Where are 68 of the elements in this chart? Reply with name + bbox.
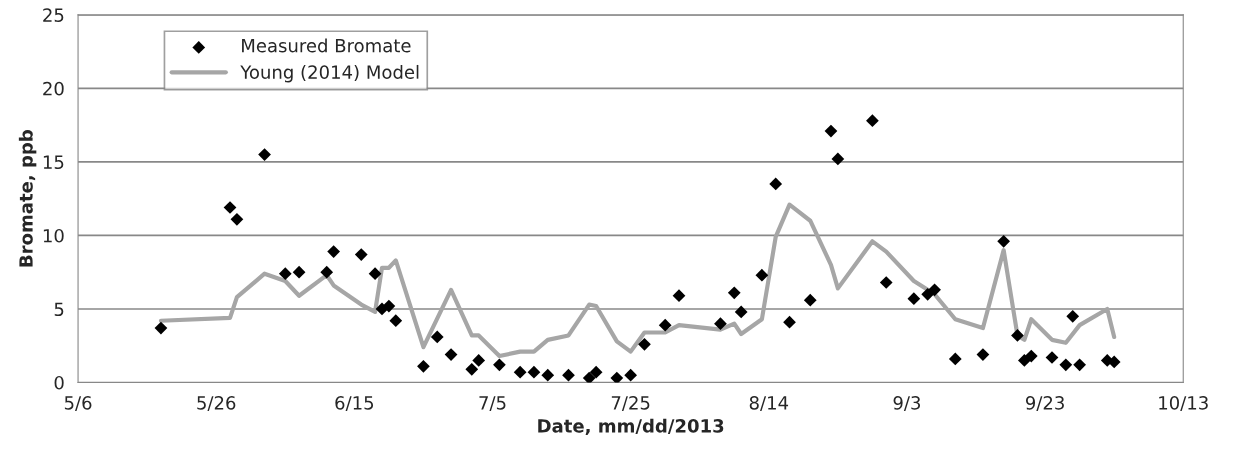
point xyxy=(327,245,340,258)
point xyxy=(997,234,1011,248)
point xyxy=(320,265,334,279)
x-tick-label: 8/14 xyxy=(749,396,789,412)
point xyxy=(230,212,244,226)
point xyxy=(562,368,575,382)
point xyxy=(1059,358,1073,372)
point xyxy=(727,286,741,300)
point xyxy=(1011,329,1024,342)
point xyxy=(803,293,817,307)
point xyxy=(472,354,486,367)
point xyxy=(866,114,879,128)
point xyxy=(417,359,430,373)
legend-label: Young (2014) Model xyxy=(240,64,419,83)
x-tick-label: 5/6 xyxy=(64,396,92,412)
point xyxy=(589,365,603,379)
point xyxy=(1073,358,1086,372)
y-tick-label: 25 xyxy=(43,8,64,22)
point xyxy=(824,124,838,138)
point xyxy=(714,317,727,331)
point xyxy=(541,368,555,382)
point xyxy=(928,283,941,297)
x-tick-label: 10/13 xyxy=(1159,396,1208,412)
point xyxy=(921,287,935,301)
x-tick-label: 6/15 xyxy=(335,396,374,412)
x-tick-label: 9/23 xyxy=(1025,396,1064,412)
point xyxy=(354,248,368,261)
point xyxy=(368,267,382,281)
point xyxy=(493,358,506,372)
point xyxy=(624,368,638,382)
point xyxy=(527,365,541,379)
point xyxy=(658,318,672,332)
x-tick-label: 9/3 xyxy=(893,396,921,412)
y-tick-label: 10 xyxy=(43,228,64,243)
point xyxy=(154,321,168,335)
point xyxy=(382,299,396,313)
point xyxy=(582,371,596,383)
point xyxy=(769,177,783,191)
point xyxy=(258,148,271,161)
point xyxy=(638,337,651,351)
y-tick-label: 15 xyxy=(43,155,64,170)
y-tick-label: 5 xyxy=(54,302,64,317)
legend-label: Measured Bromate xyxy=(242,38,411,53)
point xyxy=(879,276,893,289)
point xyxy=(755,268,769,282)
point xyxy=(389,314,403,328)
x-axis-title: Date, mm/dd/2013 xyxy=(538,418,724,436)
point xyxy=(948,352,962,366)
y-tick-label: 0 xyxy=(54,375,64,390)
point xyxy=(465,362,479,376)
point xyxy=(831,152,845,166)
point xyxy=(976,348,990,361)
point xyxy=(1024,349,1038,363)
y-axis-title: Bromate, ppb xyxy=(18,130,37,267)
y-tick-label: 20 xyxy=(43,81,64,96)
x-tick-label: 7/25 xyxy=(611,396,650,412)
point xyxy=(278,267,292,281)
point xyxy=(672,289,686,303)
point xyxy=(1066,309,1080,323)
point xyxy=(430,330,444,344)
point xyxy=(513,365,527,379)
point xyxy=(783,315,796,329)
point xyxy=(610,371,624,383)
x-tick-label: 5/26 xyxy=(197,396,236,412)
point xyxy=(292,265,306,279)
x-tick-label: 7/5 xyxy=(479,396,506,412)
point xyxy=(734,305,748,319)
point xyxy=(907,292,921,306)
